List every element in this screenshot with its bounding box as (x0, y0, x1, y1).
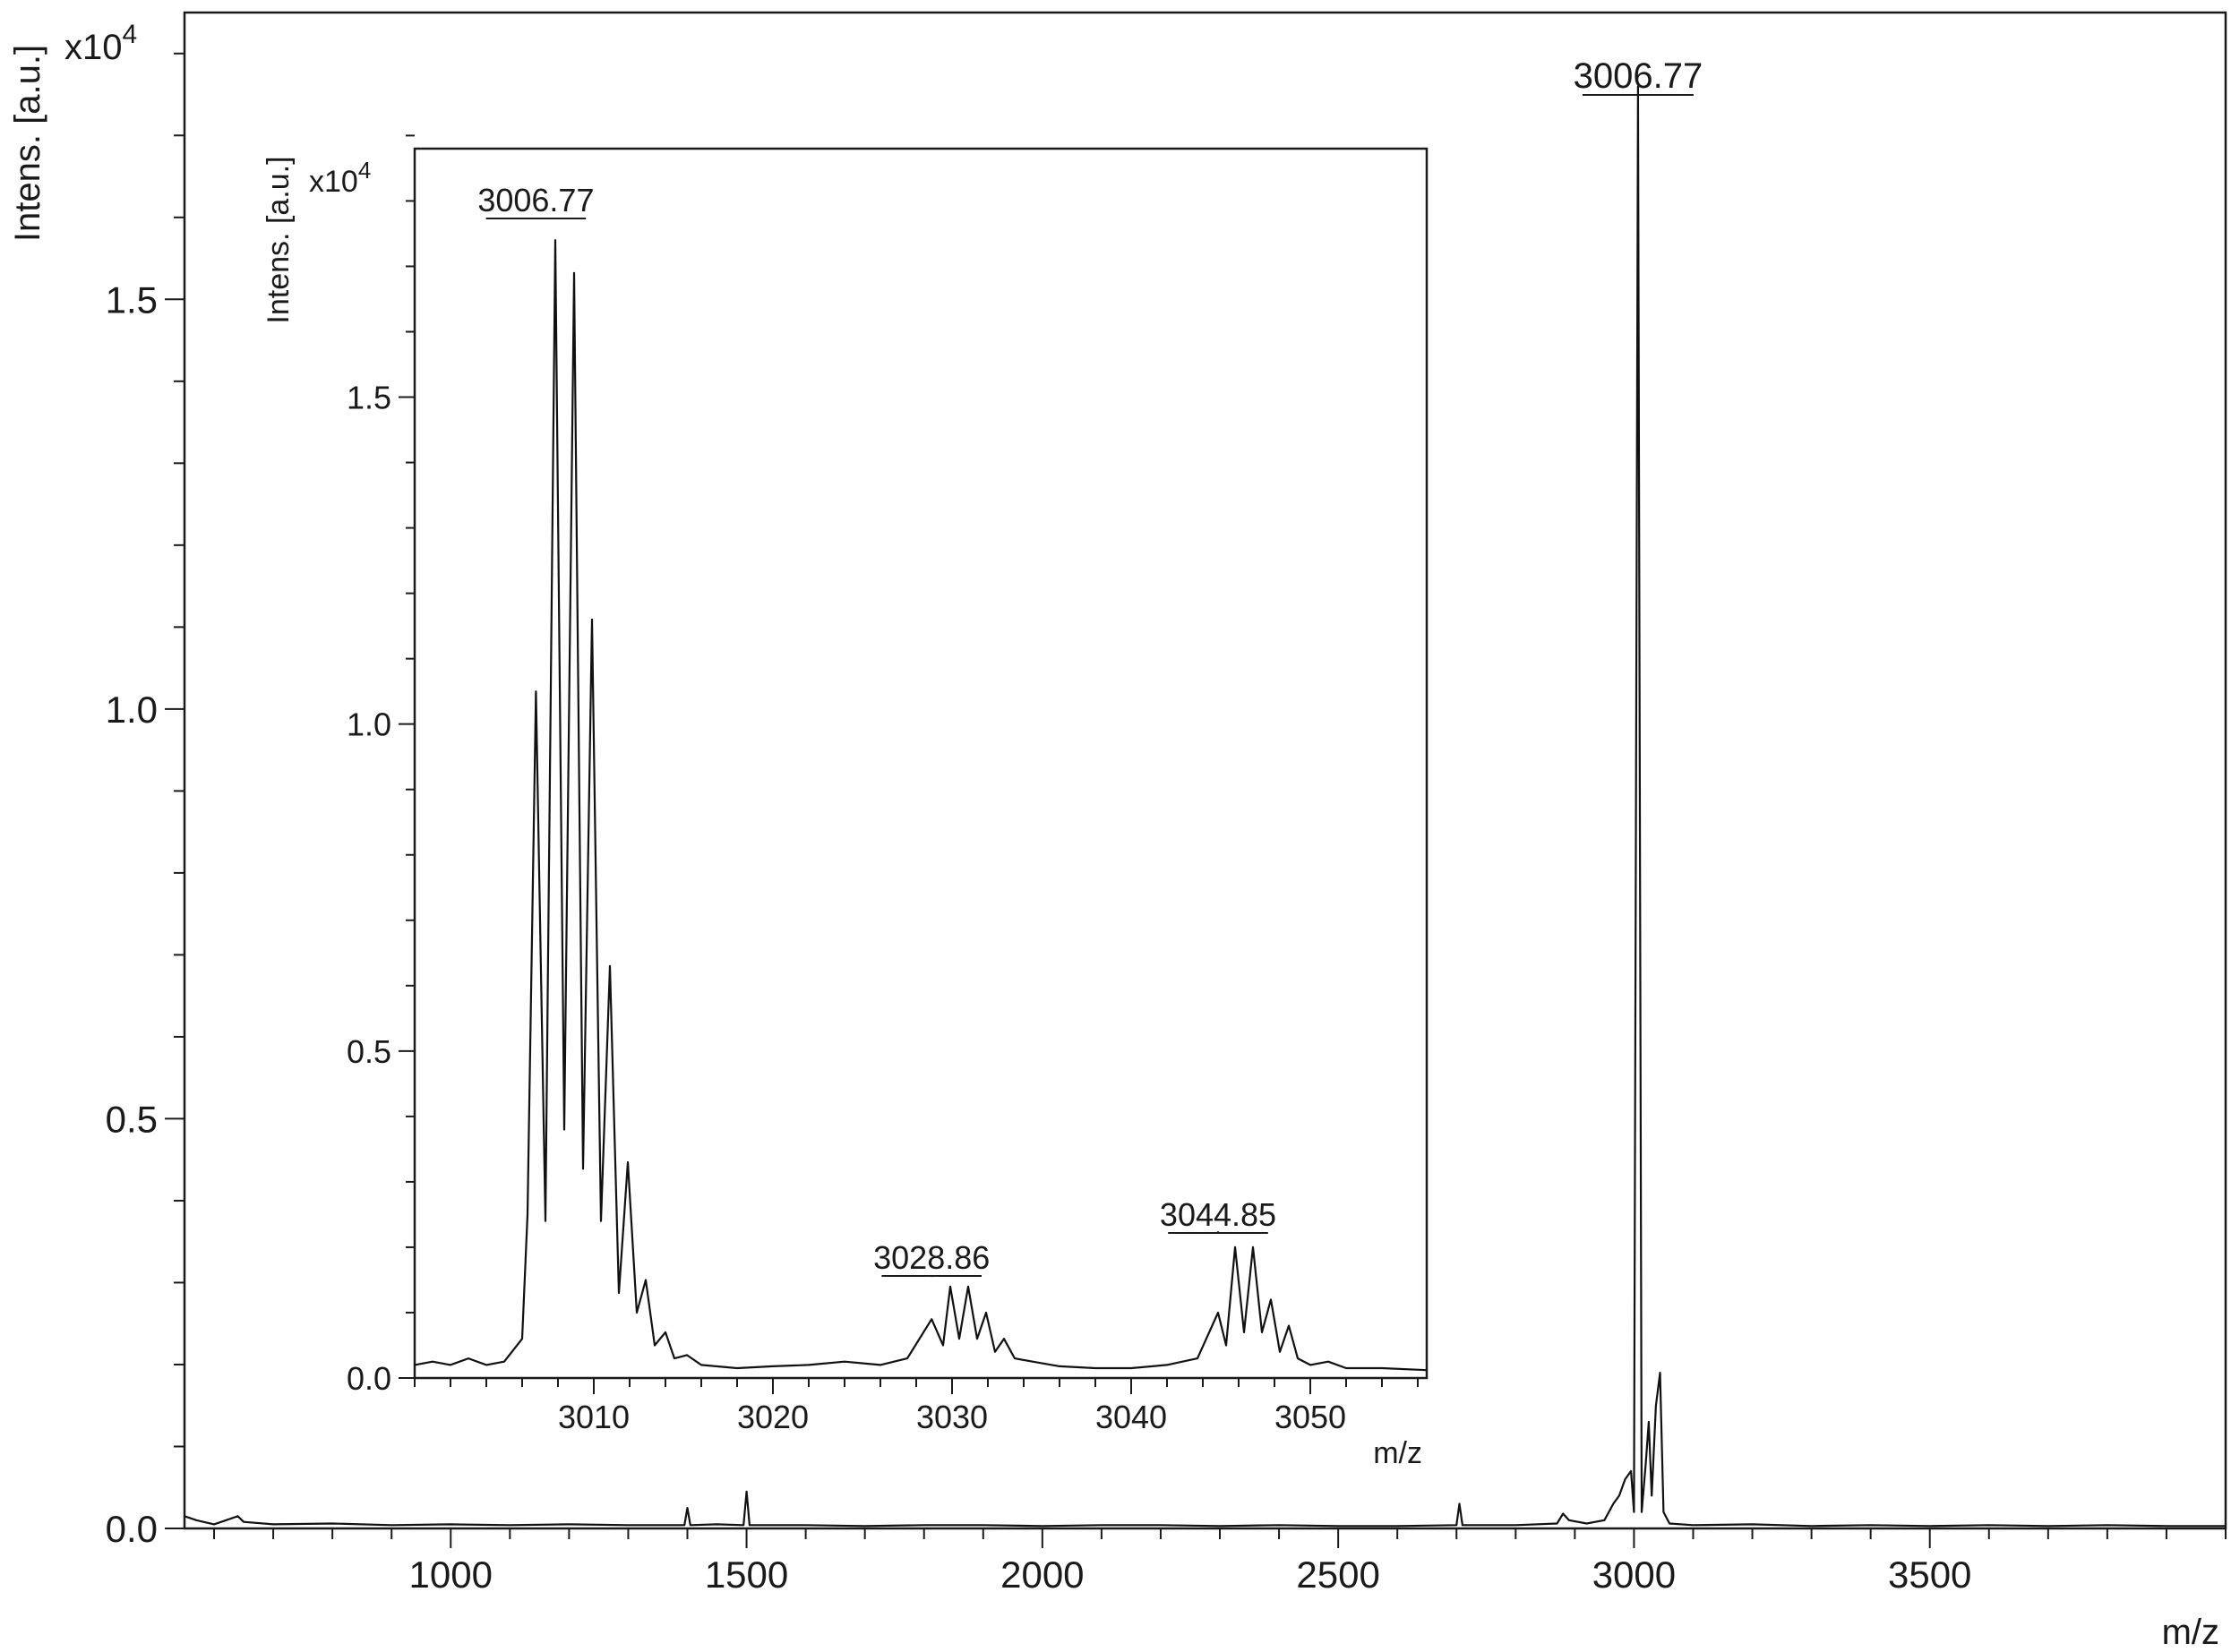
peak-label: 3044.85 (1160, 1196, 1276, 1233)
main-y-multiplier-base: x10 (64, 28, 123, 67)
x-tick-label: 3050 (1274, 1399, 1346, 1435)
x-tick-label: 3500 (1888, 1554, 1971, 1596)
inset-plot-frame (413, 147, 1429, 1380)
inset-y-multiplier-exponent: 4 (358, 157, 371, 184)
y-tick-label: 0.0 (347, 1360, 391, 1397)
inset-x-axis-label: m/z (1373, 1436, 1422, 1470)
x-tick-label: 2000 (1000, 1554, 1084, 1596)
y-tick-label: 0.5 (347, 1033, 391, 1070)
inset-x-axis-ticks: 3010 3020 3030 3040 3050 (414, 1378, 1419, 1435)
peak-label: 3006.77 (1574, 56, 1703, 96)
y-tick-label: 1.0 (347, 706, 391, 743)
y-tick-label: 1.5 (347, 379, 391, 415)
inset-chart: 0.0 0.5 1.0 1.5 3010 3020 3030 3040 3050 Intens… (262, 134, 1429, 1470)
inset-peak-annotations: 3006.77 3028.86 3044.85 (477, 182, 1276, 1278)
main-y-axis-ticks: 0.0 0.5 1.0 1.5 (106, 52, 184, 1550)
main-peak-annotation: 3006.77 (1574, 56, 1703, 96)
y-tick-label: 1.5 (106, 278, 158, 321)
x-tick-label: 3030 (916, 1399, 988, 1435)
x-tick-label: 3040 (1095, 1399, 1167, 1435)
inset-spectrum-trace (414, 239, 1428, 1372)
main-y-multiplier-exponent: 4 (123, 20, 138, 49)
y-tick-label: 0.0 (106, 1508, 158, 1550)
x-tick-label: 1000 (409, 1554, 493, 1596)
inset-y-axis-label: Intens. [a.u.] (262, 156, 296, 323)
inset-y-multiplier-base: x10 (309, 165, 358, 199)
x-tick-label: 3010 (558, 1399, 630, 1435)
main-x-axis-label: m/z (2162, 1613, 2219, 1652)
x-tick-label: 1500 (705, 1554, 788, 1596)
peak-label: 3006.77 (477, 182, 594, 218)
x-tick-label: 2500 (1296, 1554, 1379, 1596)
inset-y-multiplier: x104 (309, 157, 371, 199)
y-tick-label: 0.5 (106, 1099, 158, 1141)
main-y-axis-label: Intens. [a.u.] (8, 45, 47, 242)
inset-y-axis-ticks: 0.0 0.5 1.0 1.5 (347, 134, 415, 1397)
main-plot-frame (183, 11, 2227, 1530)
y-tick-label: 1.0 (106, 689, 158, 731)
x-tick-label: 3000 (1592, 1554, 1676, 1596)
x-tick-label: 3020 (737, 1399, 809, 1435)
peak-label: 3028.86 (873, 1239, 990, 1276)
main-y-multiplier: x104 (64, 20, 137, 67)
main-spectrum-trace (184, 85, 2226, 1528)
main-x-axis-ticks: 1000 1500 2000 2500 3000 3500 (213, 1528, 2227, 1596)
main-chart: 0.0 0.5 1.0 1.5 1000 1500 2000 2500 3000 3500 In… (8, 11, 2227, 1652)
